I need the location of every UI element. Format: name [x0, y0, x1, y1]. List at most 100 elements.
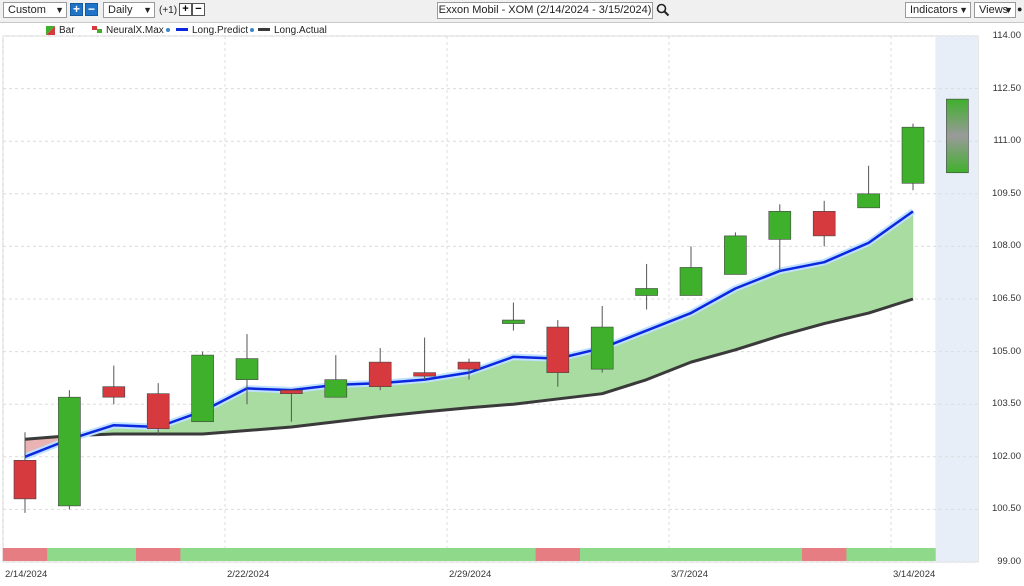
candle-body — [812, 211, 836, 237]
legend-neuralx[interactable]: NeuralX.Max — [92, 24, 170, 38]
candle — [413, 337, 436, 380]
pin-icon[interactable]: ● — [1017, 4, 1023, 14]
candle-body — [235, 358, 259, 380]
chevron-down-icon: ▼ — [143, 5, 152, 15]
legend-bar[interactable]: Bar — [46, 24, 75, 38]
candle — [812, 200, 836, 247]
minus-icon: − — [195, 3, 202, 15]
candle-body — [546, 326, 570, 373]
signal-cell — [757, 548, 803, 561]
signal-cell — [713, 548, 759, 561]
y-tick-label: 109.50 — [991, 187, 1021, 199]
indicators-menu[interactable]: Indicators ▼ — [905, 2, 971, 18]
x-tick-label: 2/14/2024 — [5, 569, 48, 580]
x-tick-label: 2/22/2024 — [227, 569, 270, 580]
y-tick-label: 108.00 — [991, 240, 1021, 252]
x-tick-label: 3/14/2024 — [893, 569, 936, 580]
signal-cell — [269, 548, 315, 561]
signal-cell — [313, 548, 359, 561]
candle — [191, 351, 214, 423]
plus-icon: + — [72, 2, 80, 16]
signal-cell — [180, 548, 226, 561]
legend-long-actual[interactable]: Long.Actual — [258, 24, 327, 38]
views-label: Views — [979, 4, 1009, 16]
candle-body — [13, 460, 37, 500]
candle — [13, 432, 37, 513]
spread-fill — [246, 388, 292, 431]
candle — [857, 165, 880, 209]
candle — [590, 306, 614, 373]
candle-body — [857, 193, 880, 209]
signal-cell — [535, 548, 581, 561]
candle-body — [102, 386, 126, 398]
y-tick-label: 111.00 — [993, 135, 1021, 147]
signal-cell — [402, 548, 448, 561]
signal-cell — [358, 548, 403, 561]
candle-body — [324, 379, 348, 398]
y-tick-label: 103.50 — [991, 398, 1021, 410]
chevron-down-icon: ▼ — [959, 5, 968, 15]
template-select-value: Custom — [8, 4, 46, 16]
candle-body — [724, 235, 747, 275]
candle — [368, 348, 392, 391]
settings-dot-icon[interactable] — [250, 28, 255, 33]
signal-cell — [846, 548, 892, 561]
chart-title-field[interactable]: Exxon Mobil - XOM (2/14/2024 - 3/15/2024… — [437, 2, 653, 19]
candle-body — [58, 396, 81, 507]
signal-cell — [91, 548, 137, 561]
y-tick-label: 102.00 — [991, 450, 1021, 462]
chevron-down-icon: ▼ — [55, 5, 64, 15]
candle — [901, 123, 925, 191]
zoom-out-button[interactable]: − — [85, 3, 98, 16]
candle-body — [191, 354, 214, 423]
candle — [635, 263, 658, 310]
period-select-value: Daily — [108, 4, 133, 16]
chevron-down-icon: ▼ — [1004, 5, 1013, 15]
candle — [102, 365, 126, 405]
minus-icon: − — [87, 2, 95, 16]
search-icon[interactable] — [656, 3, 670, 17]
period-select[interactable]: Daily ▼ — [103, 2, 155, 18]
y-tick-label: 106.50 — [991, 293, 1021, 304]
candle-body — [946, 98, 969, 174]
signal-cell — [802, 548, 847, 561]
candle — [324, 355, 348, 398]
candle-body — [635, 288, 658, 296]
settings-dot-icon[interactable] — [165, 28, 170, 33]
long-actual-line — [24, 297, 914, 441]
candle-body — [368, 361, 392, 387]
candle — [768, 204, 792, 271]
candle-body — [457, 361, 481, 370]
legend-label: Long.Predict — [192, 25, 249, 36]
plus-icon: + — [182, 3, 189, 15]
template-select[interactable]: Custom ▼ — [3, 2, 67, 18]
candle-body — [901, 126, 925, 184]
candle — [58, 390, 81, 510]
long-predict-legend-icon — [176, 28, 188, 32]
signal-cell — [491, 548, 537, 561]
signal-cell — [580, 548, 625, 561]
candle-body — [280, 389, 303, 394]
offset-increase-button[interactable]: + — [179, 3, 192, 16]
zoom-in-button[interactable]: + — [70, 3, 83, 16]
legend-long-predict[interactable]: Long.Predict — [176, 24, 255, 38]
candle — [502, 302, 525, 331]
offset-decrease-button[interactable]: − — [192, 3, 205, 16]
candle-body — [413, 372, 436, 377]
signal-cell — [224, 548, 270, 561]
legend-label: Long.Actual — [274, 25, 327, 36]
candle-body — [146, 393, 170, 430]
y-tick-label: 114.00 — [992, 30, 1021, 41]
indicators-label: Indicators — [910, 4, 958, 16]
signal-cell — [2, 548, 48, 561]
candle-body — [502, 319, 525, 324]
legend-label: NeuralX.Max — [106, 25, 164, 36]
views-menu[interactable]: Views ▼ — [974, 2, 1016, 18]
y-tick-label: 112.50 — [992, 82, 1021, 94]
candle-body — [768, 211, 792, 240]
long-actual-legend-icon — [258, 28, 270, 32]
candle — [679, 246, 703, 296]
chart-title: Exxon Mobil - XOM (2/14/2024 - 3/15/2024… — [438, 4, 652, 16]
candle-body — [679, 267, 703, 296]
